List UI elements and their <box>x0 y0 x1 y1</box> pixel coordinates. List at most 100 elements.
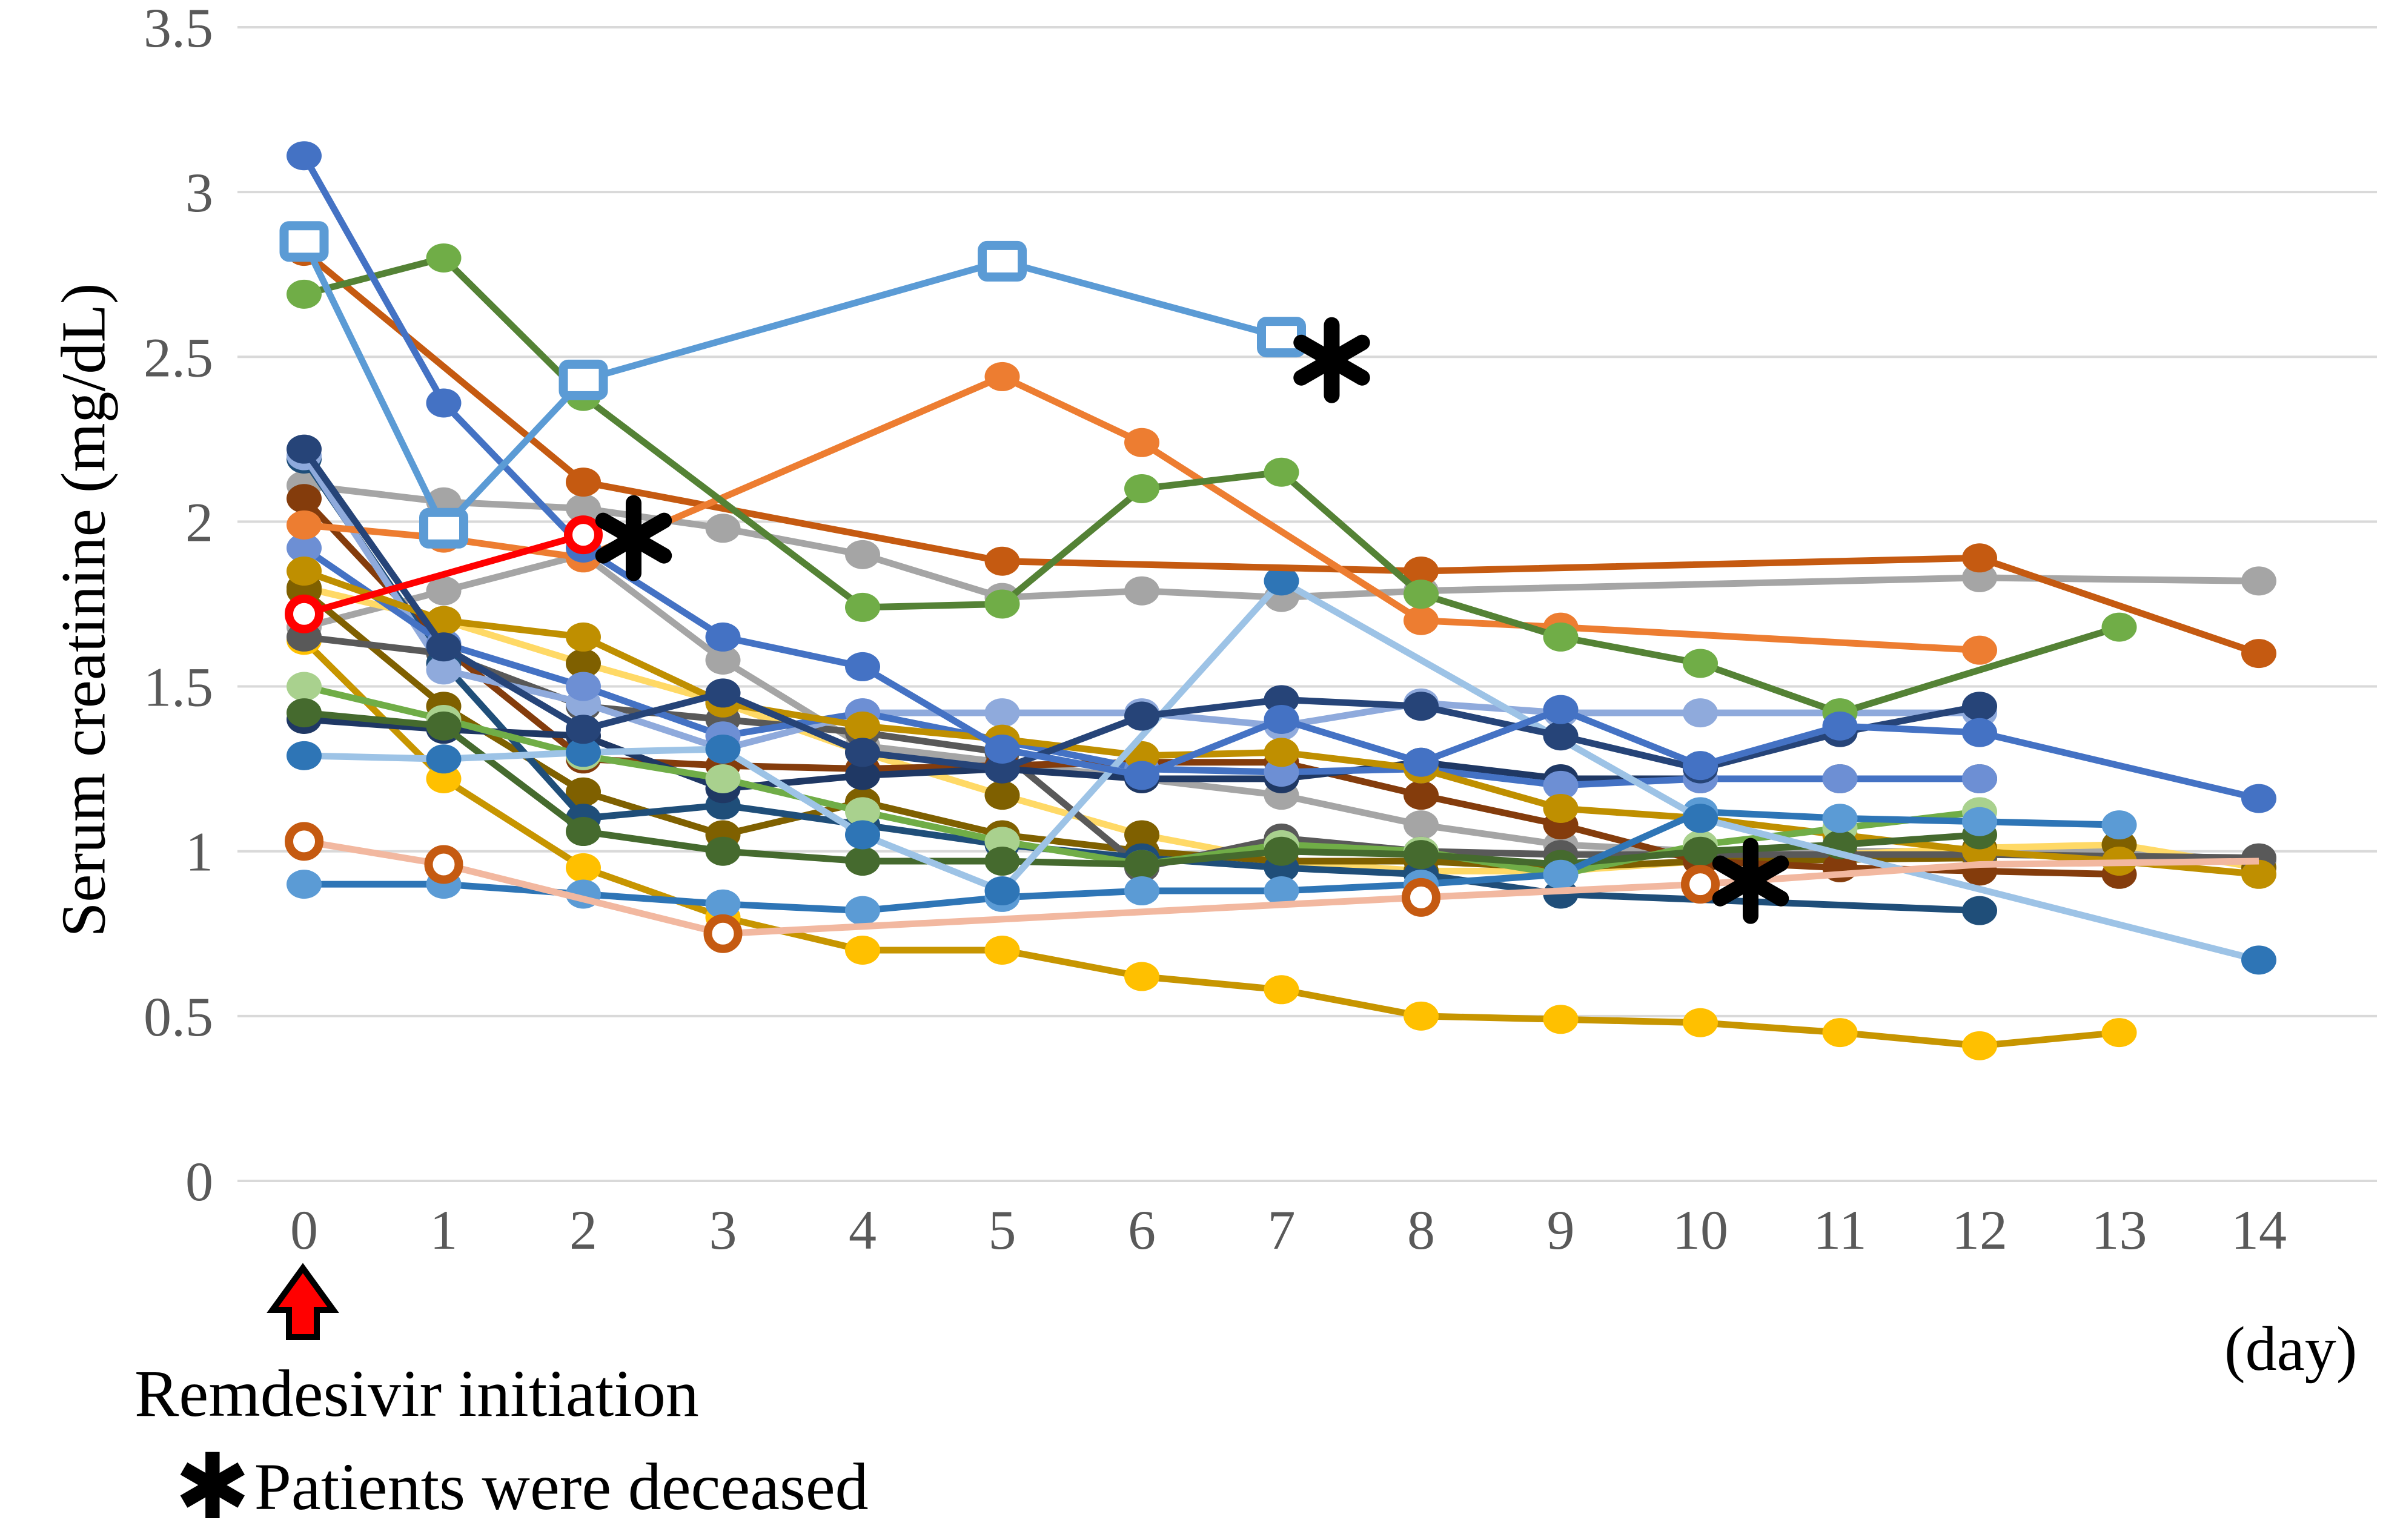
patient-periwinkle-point <box>1683 698 1718 728</box>
deceased-asterisk-icon: ✱ <box>174 1434 251 1540</box>
patient-red-point <box>285 594 323 633</box>
patient-yellow-point <box>1683 1008 1718 1037</box>
patient-navy-point <box>1404 692 1439 721</box>
patient-green-med-point <box>705 764 741 793</box>
patient-green-main-point <box>1683 649 1718 678</box>
y-axis-title: Serum creatinine (mg/dL) <box>48 283 119 937</box>
patient-square-point <box>279 221 329 262</box>
patient-navy-point <box>1543 721 1579 751</box>
x-tick-label: 2 <box>569 1199 597 1261</box>
patient-blue2-line <box>302 545 1980 789</box>
patient-pale-yellow-point <box>984 781 1020 810</box>
patient-gray-mid-point <box>1404 810 1439 840</box>
x-tick-label: 9 <box>1547 1199 1575 1261</box>
patient-brown-point <box>1962 543 1997 573</box>
y-tick-label: 1 <box>185 821 213 883</box>
y-axis-ticks: 3.5 3 2.5 2 1.5 1 0.5 0 <box>144 0 213 1212</box>
patient-blue2-point <box>1962 764 1997 793</box>
x-tick-label: 8 <box>1407 1199 1435 1261</box>
patient-royal-point <box>705 622 741 652</box>
patient-orange-point <box>1124 428 1159 457</box>
patient-dark-green-point <box>1124 850 1159 879</box>
x-tick-label: 7 <box>1268 1199 1296 1261</box>
patient-steel-point <box>1124 876 1159 906</box>
patient-steel-point <box>287 870 322 899</box>
deceased-asterisk-marker <box>1293 317 1370 403</box>
patient-dark-red-point <box>1404 781 1439 810</box>
patient-green-main-point <box>1404 580 1439 609</box>
asterisk-spoke <box>595 512 672 564</box>
y-tick-label: 3.5 <box>144 0 213 59</box>
patient-dark-green-point <box>1404 840 1439 870</box>
patient-royal-line <box>301 154 2260 802</box>
patient-gray-mid-point <box>426 576 462 606</box>
patient-yellow <box>287 626 2137 1060</box>
patient-royal-point <box>287 141 322 171</box>
patient-steel-point <box>1962 807 1997 836</box>
x-tick-label: 6 <box>1128 1199 1156 1261</box>
patient-light-blue-point <box>984 876 1020 906</box>
patient-yellow-point <box>1404 1001 1439 1031</box>
patient-royal <box>287 141 2276 813</box>
patient-red-line <box>303 531 585 618</box>
patient-navy-point <box>1124 701 1159 731</box>
patient-red <box>285 515 603 633</box>
patient-steel-point <box>705 889 741 919</box>
patient-royal-point <box>1822 711 1858 741</box>
patient-olive-point <box>566 777 601 807</box>
patient-yellow-point <box>566 853 601 882</box>
patient-steel-point <box>1543 859 1579 889</box>
patient-blue2-point <box>287 533 322 563</box>
remdesivir-initiation-label: Remdesivir initiation <box>134 1357 699 1430</box>
deceased-asterisk-marker <box>595 495 672 581</box>
patient-steel-point <box>2101 810 2137 840</box>
x-tick-label: 4 <box>849 1199 877 1261</box>
patient-navy-point <box>287 434 322 464</box>
x-tick-label: 10 <box>1672 1199 1728 1261</box>
patient-steel-point <box>1264 876 1299 906</box>
patient-royal-point <box>426 388 462 418</box>
patient-navy-point <box>705 678 741 708</box>
asterisk-spoke <box>1712 855 1789 907</box>
x-tick-label: 1 <box>430 1199 458 1261</box>
patient-green-main-point <box>845 592 880 622</box>
patient-light-blue-point <box>705 734 741 764</box>
patient-blue2-point <box>566 672 601 701</box>
patient-gold-point <box>566 622 601 652</box>
patient-light-blue-point <box>287 741 322 770</box>
patient-royal-point <box>1543 695 1579 724</box>
patient-green-med-point <box>845 797 880 827</box>
patient-gray-high-point <box>566 494 601 523</box>
patient-yellow-point <box>984 935 1020 965</box>
patient-hollow-orange-point <box>703 914 743 953</box>
x-tick-label: 14 <box>2231 1199 2287 1261</box>
patient-green-main-point <box>1264 457 1299 487</box>
patient-steel-line <box>304 808 2120 914</box>
patient-brown-point <box>984 546 1020 576</box>
x-axis-ticks: 0 1 2 3 4 5 6 7 8 9 10 11 12 13 14 <box>290 1199 2287 1261</box>
patient-green-main-point <box>1543 622 1579 652</box>
patient-royal-point <box>2241 784 2276 813</box>
patient-dark-green-point <box>566 817 601 847</box>
x-tick-label: 13 <box>2092 1199 2147 1261</box>
patient-navy-point <box>566 715 601 744</box>
patient-gray-high-point <box>1124 576 1159 606</box>
patient-dark-green-point <box>287 698 322 728</box>
patient-hollow-orange <box>285 822 1720 953</box>
patient-royal-point <box>1962 718 1997 747</box>
patient-navy-point <box>1962 692 1997 721</box>
deceased-asterisk-marker <box>1712 838 1789 924</box>
y-tick-label: 3 <box>185 162 213 223</box>
patient-brown-point <box>566 468 601 497</box>
patient-green-main-point <box>2101 612 2137 642</box>
deceased-legend: ✱ Patients were deceased <box>174 1434 869 1540</box>
deceased-legend-text: Patients were deceased <box>254 1450 869 1524</box>
patient-orange-point <box>984 362 1020 391</box>
patient-light-blue-point <box>566 738 601 767</box>
patient-red-point <box>564 515 603 555</box>
patient-green-main-point <box>1124 474 1159 503</box>
x-tick-label: 11 <box>1813 1199 1867 1261</box>
patient-hollow-orange-point <box>1681 865 1720 904</box>
patient-gold-point <box>1543 793 1579 823</box>
